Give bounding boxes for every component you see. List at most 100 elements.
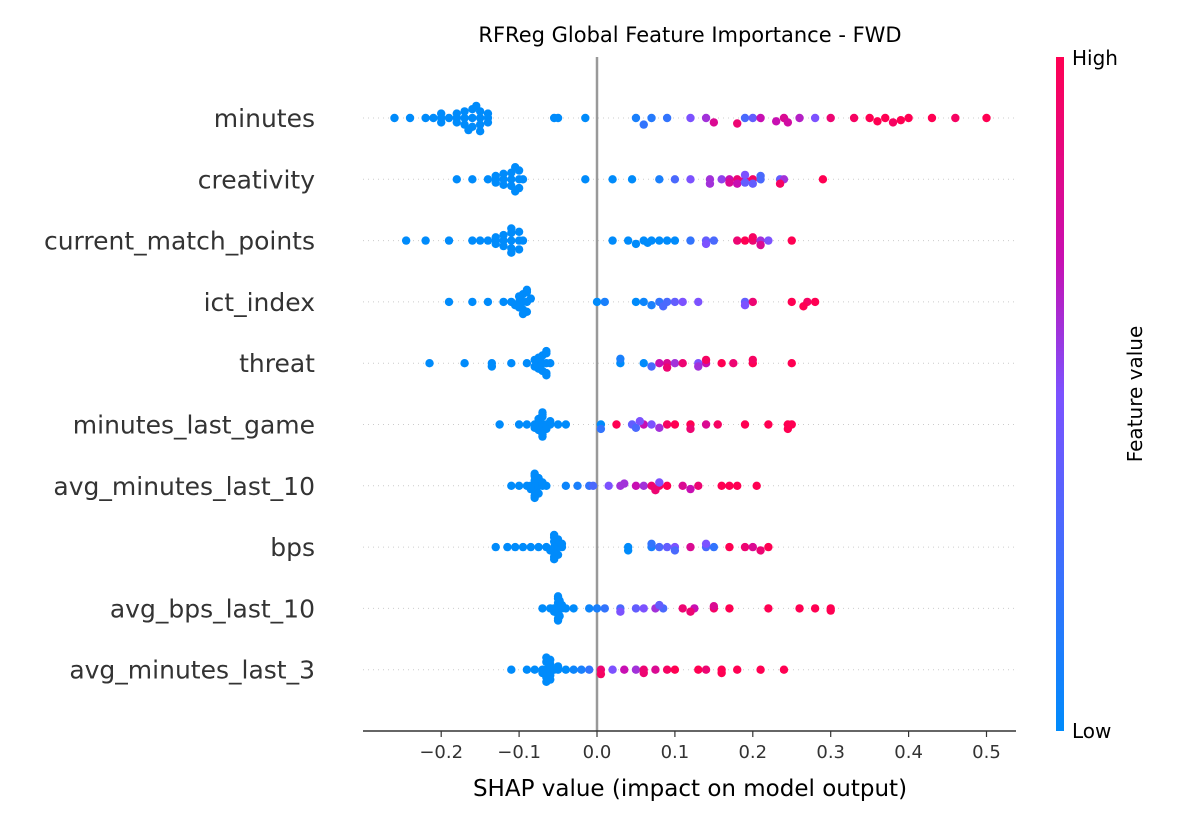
shap-point (740, 542, 750, 552)
shap-point (444, 113, 454, 123)
x-axis-label: SHAP value (impact on model output) (473, 776, 907, 802)
shap-point (538, 478, 547, 487)
shap-point (549, 555, 559, 564)
shap-point (756, 113, 765, 123)
feature-label: avg_minutes_last_3 (69, 656, 315, 685)
shap-point (452, 175, 461, 184)
shap-point (725, 481, 734, 490)
shap-point (499, 241, 508, 251)
shap-point (764, 604, 773, 613)
shap-point (686, 542, 695, 552)
shap-point (612, 420, 621, 429)
shap-point (553, 616, 563, 625)
shap-point (592, 604, 602, 613)
shap-point (717, 175, 726, 184)
shap-point (499, 180, 508, 189)
shap-point (717, 359, 726, 368)
shap-point (670, 420, 680, 429)
shap-point (651, 486, 660, 495)
shap-point (647, 539, 656, 548)
shap-point (826, 606, 835, 615)
shap-point (748, 113, 757, 123)
shap-point (483, 236, 493, 245)
shap-point (733, 236, 742, 245)
shap-point (729, 359, 738, 368)
feature-label: minutes_last_game (73, 411, 315, 440)
shap-point (507, 359, 516, 368)
shap-point (460, 107, 469, 116)
shap-point (647, 362, 656, 371)
shap-point (530, 665, 539, 674)
shap-point (530, 423, 539, 432)
shap-point (740, 301, 750, 310)
shap-point (495, 420, 504, 429)
shap-point (647, 113, 656, 123)
shap-point (639, 481, 648, 490)
shap-point (507, 665, 516, 674)
shap-point (608, 665, 617, 674)
shap-point (620, 665, 629, 674)
chart-title: RFReg Global Feature Importance - FWD (478, 23, 901, 47)
shap-point (694, 665, 703, 674)
shap-point (549, 607, 559, 616)
shap-point (655, 600, 664, 610)
shap-point (678, 481, 687, 490)
shap-point (577, 665, 586, 674)
shap-point (756, 240, 765, 250)
shap-point (483, 118, 493, 127)
shap-point (553, 592, 563, 601)
shap-point (865, 113, 874, 123)
shap-point (475, 236, 485, 245)
shap-point (733, 119, 742, 128)
shap-point (733, 665, 742, 674)
shap-point (472, 101, 481, 111)
shap-point (678, 297, 687, 307)
shap-point (561, 481, 571, 490)
shap-point (686, 175, 695, 184)
shap-point (511, 187, 520, 196)
shap-point (549, 530, 559, 540)
shap-point (662, 542, 672, 552)
feature-rows: minutes creativity current_match_pointsict… (44, 104, 1016, 685)
shap-point (542, 371, 551, 380)
shap-point (534, 542, 543, 552)
shap-point (810, 297, 820, 307)
shap-point (756, 546, 765, 555)
shap-point (538, 668, 547, 678)
shap-point (507, 248, 516, 257)
shap-point (491, 233, 500, 242)
shap-point (522, 359, 532, 368)
shap-point (522, 665, 532, 674)
shap-point (795, 113, 804, 123)
shap-point (631, 423, 641, 432)
shap-point (623, 546, 633, 555)
shap-point (530, 493, 539, 503)
shap-point (538, 604, 547, 613)
shap-point (686, 607, 695, 616)
shap-point (581, 113, 590, 123)
shap-point (705, 179, 715, 188)
shap-point (604, 481, 613, 490)
shap-point (623, 236, 633, 245)
shap-point (475, 113, 485, 123)
shap-point (421, 236, 430, 245)
shap-point (927, 113, 937, 123)
shap-point (596, 424, 606, 434)
shap-point (631, 481, 641, 490)
shap-point (608, 236, 617, 245)
shap-point (659, 302, 668, 311)
shap-point (783, 424, 793, 434)
shap-point (662, 665, 672, 674)
shap-point (588, 481, 598, 490)
shap-point (561, 665, 571, 674)
shap-point (748, 179, 757, 188)
colorbar-title: Feature value (1123, 326, 1147, 463)
shap-point (670, 236, 680, 245)
feature-label: current_match_points (44, 227, 315, 256)
shap-point (651, 665, 660, 674)
shap-point (553, 662, 563, 671)
shap-point (639, 668, 648, 678)
shap-point (733, 179, 742, 188)
shap-point (873, 117, 882, 126)
shap-point (522, 420, 532, 429)
